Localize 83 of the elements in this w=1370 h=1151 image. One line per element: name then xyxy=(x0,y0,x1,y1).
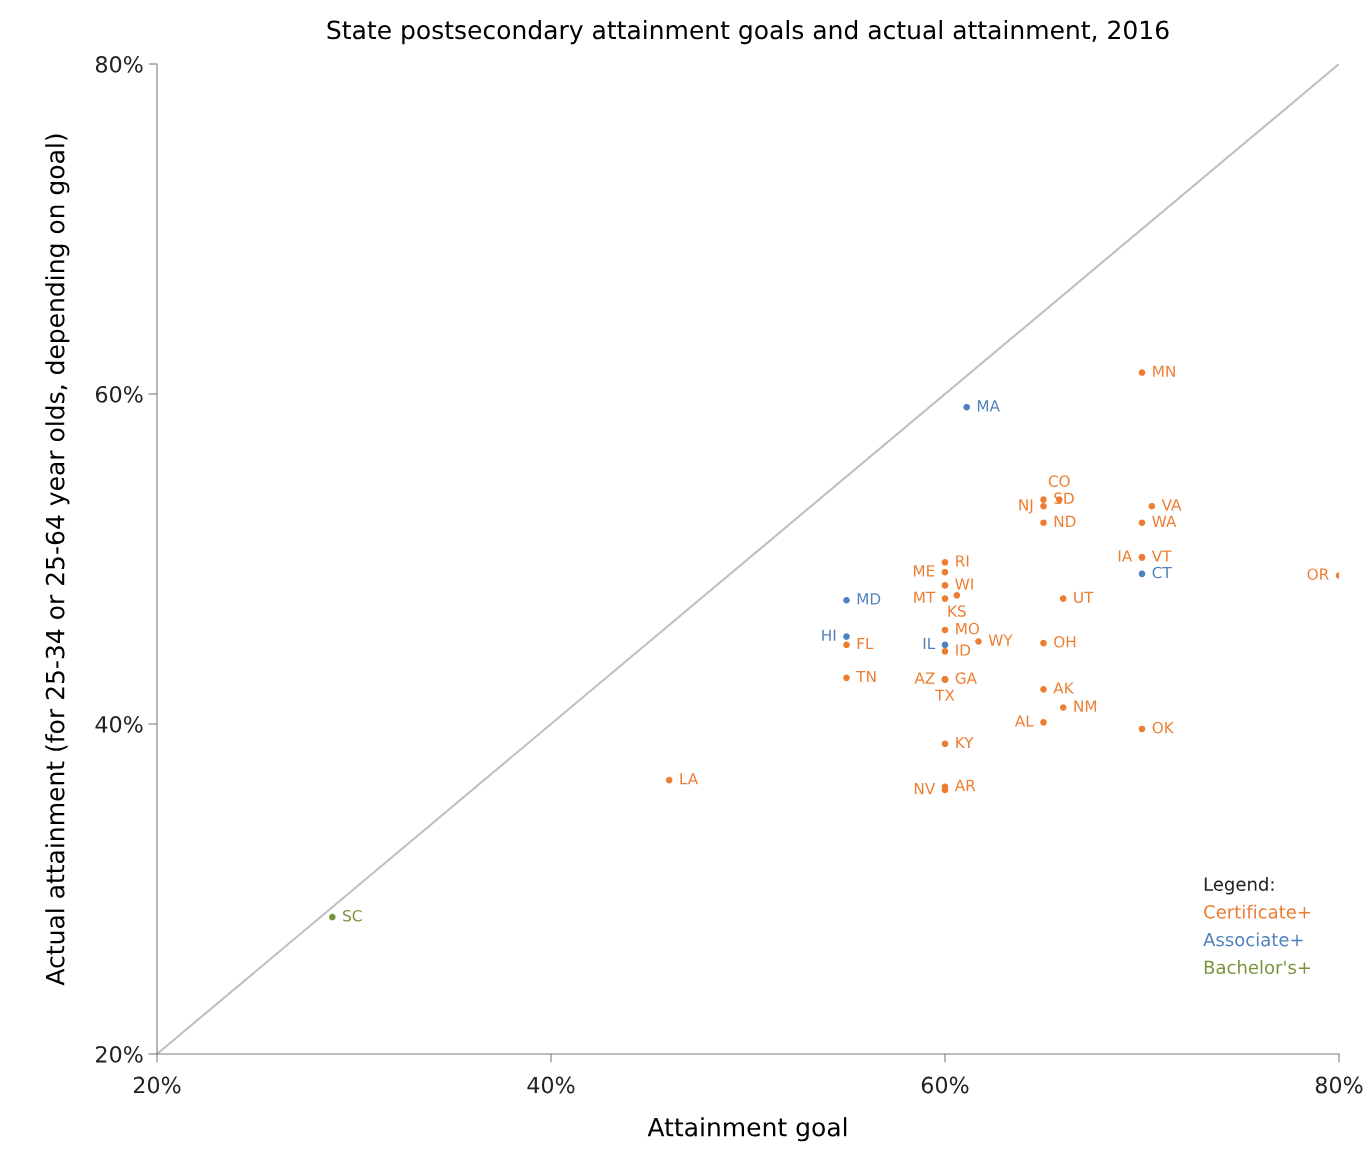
point xyxy=(1040,502,1047,510)
point xyxy=(975,638,982,645)
legend-title: Legend: xyxy=(1204,876,1274,895)
data-label: ID xyxy=(956,644,971,656)
point xyxy=(941,582,949,589)
data-label: NJ xyxy=(1019,499,1033,514)
data-label: VA xyxy=(1161,499,1182,511)
point xyxy=(843,674,850,682)
x-tick-label: 40% xyxy=(527,1076,575,1094)
data-label: AZ xyxy=(914,672,935,684)
data-label: VT xyxy=(1151,550,1172,562)
point xyxy=(1138,369,1146,376)
data-label: WI xyxy=(955,578,973,590)
point xyxy=(1138,725,1146,733)
data-label: NM xyxy=(1074,700,1097,712)
point xyxy=(941,595,949,602)
point xyxy=(941,641,949,649)
text: Certificate+ xyxy=(1204,904,1311,919)
data-label: SC xyxy=(343,909,362,922)
data-label: CO xyxy=(1048,475,1070,487)
point xyxy=(941,626,949,634)
point xyxy=(963,403,970,411)
data-label: TX xyxy=(935,689,955,701)
data-label: OK xyxy=(1152,721,1175,734)
y-tick-label: 20% xyxy=(96,1045,143,1063)
data-label: CT xyxy=(1152,566,1172,579)
x-axis-title: Attainment goal xyxy=(647,1117,847,1142)
x-tick-label: 60% xyxy=(921,1076,969,1094)
data-label: AL xyxy=(1014,715,1034,727)
point xyxy=(1040,519,1047,526)
text: Bachelor's+ xyxy=(1204,960,1311,975)
data-label: MN xyxy=(1153,365,1175,377)
data-label: MO xyxy=(956,622,980,635)
point xyxy=(665,776,673,784)
data-label: OR xyxy=(1307,568,1329,580)
point xyxy=(1138,519,1146,526)
data-label: FL xyxy=(857,637,874,650)
data-label: TN xyxy=(856,670,876,683)
data-label: ME xyxy=(913,565,935,577)
point xyxy=(843,633,850,640)
data-label: WA xyxy=(1152,515,1177,527)
y-tick-label: 60% xyxy=(95,385,143,403)
data-label: NV xyxy=(914,783,936,795)
data-label: MT xyxy=(914,591,936,603)
point xyxy=(953,592,961,599)
point xyxy=(941,559,949,566)
y-axis-title: Actual attainment (for 25-34 or 25-64 year olds, depending on goal) xyxy=(45,134,70,986)
point xyxy=(1040,639,1047,647)
data-label: IL xyxy=(923,637,936,650)
point xyxy=(843,641,850,649)
data-label: GA xyxy=(955,672,977,684)
data-label: KS xyxy=(948,605,966,617)
point xyxy=(329,913,336,921)
x-tick-label: 20% xyxy=(133,1076,181,1094)
data-label: ND xyxy=(1054,515,1076,527)
point xyxy=(1040,719,1047,726)
point xyxy=(1059,704,1067,711)
x-tick-label: 80% xyxy=(1315,1076,1363,1094)
data-label: LA xyxy=(680,773,699,785)
data-label: RI xyxy=(956,555,969,567)
data-label: KY xyxy=(956,736,974,749)
y-tick-label: 40% xyxy=(95,715,143,733)
text: Associate+ xyxy=(1203,932,1303,947)
point xyxy=(941,568,949,576)
y-tick-label: 80% xyxy=(95,55,143,73)
data-label: MD xyxy=(857,593,881,605)
data-label: OH xyxy=(1054,636,1076,648)
data-label: HI xyxy=(822,629,836,641)
data-label: UT xyxy=(1074,591,1094,604)
data-label: AK xyxy=(1053,682,1075,694)
data-label: WY xyxy=(988,634,1013,646)
point xyxy=(843,596,850,604)
data-label: IA xyxy=(1118,550,1133,562)
data-label: AR xyxy=(954,779,976,791)
point xyxy=(1040,686,1047,693)
point xyxy=(941,740,949,748)
point xyxy=(1138,570,1146,578)
point xyxy=(1059,595,1067,602)
point xyxy=(941,648,949,655)
point xyxy=(1148,502,1156,510)
data-label: MA xyxy=(977,400,1000,412)
point xyxy=(1040,496,1047,503)
chart-title: State postsecondary attainment goals and actual attainment, 2016 xyxy=(327,20,1169,45)
